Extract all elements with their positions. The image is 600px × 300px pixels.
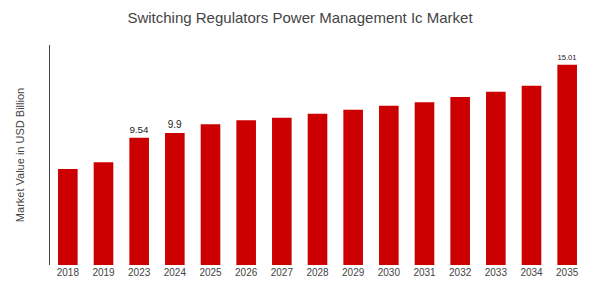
svg-text:2025: 2025: [199, 267, 222, 278]
svg-text:2031: 2031: [413, 267, 436, 278]
svg-text:2024: 2024: [164, 267, 187, 278]
svg-text:2019: 2019: [92, 267, 115, 278]
svg-text:9.9: 9.9: [168, 119, 182, 130]
svg-text:2026: 2026: [235, 267, 258, 278]
svg-text:2030: 2030: [378, 267, 401, 278]
svg-text:2027: 2027: [271, 267, 294, 278]
svg-text:Market Value in USD Billion: Market Value in USD Billion: [14, 88, 26, 222]
svg-text:2023: 2023: [128, 267, 151, 278]
svg-text:2028: 2028: [306, 267, 329, 278]
svg-text:2035: 2035: [556, 267, 579, 278]
svg-text:15.01: 15.01: [557, 53, 576, 62]
svg-text:Switching Regulators Power Man: Switching Regulators Power Management Ic…: [127, 9, 473, 26]
svg-text:2033: 2033: [485, 267, 508, 278]
svg-text:2032: 2032: [449, 267, 472, 278]
svg-text:2018: 2018: [57, 267, 80, 278]
svg-text:2029: 2029: [342, 267, 365, 278]
svg-text:2034: 2034: [520, 267, 543, 278]
svg-text:9.54: 9.54: [129, 124, 149, 135]
